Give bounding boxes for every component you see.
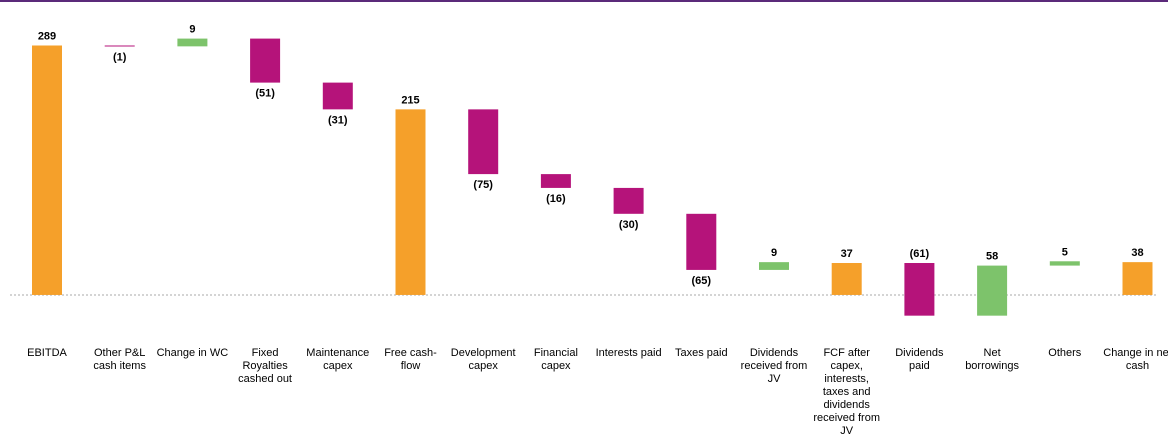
bar [104,45,135,47]
category-label: Change in WC [156,347,229,359]
category-label: Other P&L cash items [93,347,146,372]
bar [904,263,935,316]
value-label: (51) [255,88,275,100]
bar [250,38,281,83]
value-label: 5 [1062,246,1068,258]
category-label: Net borrowings [965,347,1019,372]
bar [468,109,499,175]
category-label: Maintenance capex [306,347,370,372]
category-label: Interests paid [595,347,662,359]
value-label: 38 [1131,247,1143,259]
value-label: (16) [546,193,566,205]
category-label: Dividends received from JV [740,347,808,385]
value-label: (31) [328,114,348,126]
value-label: (65) [692,275,712,287]
category-label: Financial capex [533,347,578,372]
bar [759,262,789,270]
category-label: Taxes paid [675,347,728,359]
value-label: 9 [771,247,777,259]
bar [322,82,353,110]
value-label: (61) [910,248,930,260]
bar [540,174,571,188]
value-label: 289 [38,30,56,42]
category-label: Development capex [450,347,516,372]
category-label: EBITDA [27,347,67,359]
value-label: (1) [113,51,127,63]
bar [395,109,426,295]
category-label: Fixed Royalties cashed out [238,347,292,385]
bar [1122,262,1153,295]
value-label: 37 [841,248,853,260]
category-label: FCF after capex, interests, taxes and di… [813,347,880,437]
bar [831,263,862,295]
bar [177,38,208,47]
category-label: Free cash-flow [384,347,437,372]
value-label: (30) [619,219,639,231]
category-label: Dividends paid [895,347,944,372]
value-label: 58 [986,251,998,263]
value-label: 215 [401,94,419,106]
value-label: 9 [189,24,195,36]
category-label: Others [1048,347,1082,359]
bar [686,213,717,270]
bar [1049,261,1080,266]
value-label: (75) [473,179,493,191]
bar [32,45,62,295]
bar [613,187,644,214]
category-label: Change in net cash [1103,347,1168,372]
bar [977,265,1008,316]
